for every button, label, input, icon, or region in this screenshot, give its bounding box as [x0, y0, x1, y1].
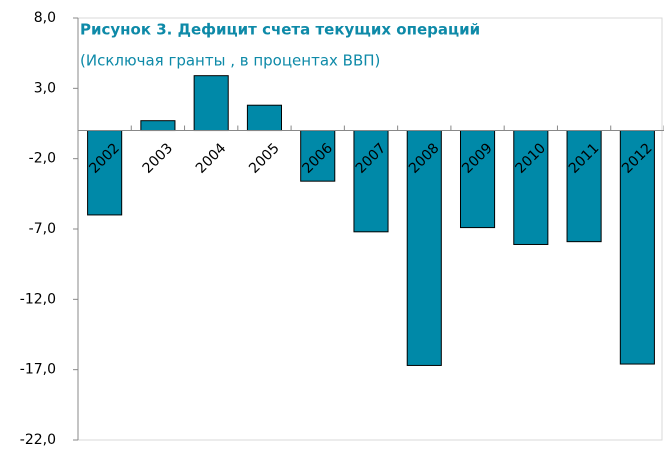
bar [459, 130, 496, 229]
x-tick-label: 2005 [246, 140, 283, 177]
bar [619, 130, 655, 365]
bar [87, 130, 123, 216]
x-tick-label: 2004 [193, 140, 230, 177]
y-tick-label: -17,0 [20, 362, 56, 378]
y-tick-label: -2,0 [29, 151, 56, 167]
y-tick-label: 8,0 [34, 10, 56, 26]
chart-title: Рисунок 3. Дефицит счета текущих операци… [80, 21, 480, 39]
bar [140, 120, 176, 132]
bar [566, 130, 602, 243]
y-tick-label: -22,0 [20, 432, 56, 448]
bar [193, 75, 229, 132]
x-tick-label: 2003 [140, 140, 177, 177]
y-tick-label: -7,0 [29, 221, 56, 237]
bar [246, 104, 283, 132]
y-tick-label: -12,0 [20, 291, 56, 307]
y-tick-label: 3,0 [34, 80, 56, 96]
chart-subtitle: (Исключая гранты , в процентах ВВП) [80, 52, 380, 70]
